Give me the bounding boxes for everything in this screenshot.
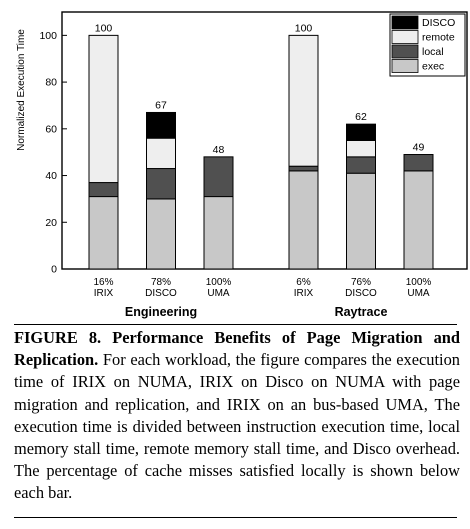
bar-config-label: IRIX [294, 288, 314, 299]
bar-config-label: DISCO [145, 288, 177, 299]
group-label: Raytrace [335, 305, 388, 319]
bar-segment-exec [288, 170, 319, 270]
y-tick-label: 40 [45, 170, 57, 182]
bar-segment-exec [346, 172, 376, 270]
caption-label: FIGURE 8. Performance Benefits of Page M… [14, 328, 460, 370]
y-tick-label: 0 [51, 264, 57, 276]
stacked-bar-chart: 0 20 40 60 80 100 Normalized Execution Time 1… [16, 11, 468, 319]
bar-config-label: UMA [407, 288, 430, 299]
caption-bottom-rule [14, 517, 457, 518]
bar-total-label: 100 [95, 22, 113, 34]
y-tick-label: 60 [45, 123, 57, 135]
bar-segment-remote [88, 34, 119, 184]
bar-segment-local [288, 165, 319, 172]
legend-swatch-disco [391, 15, 419, 30]
bar-percent-label: 6% [296, 277, 311, 288]
bar-total-label: 49 [413, 142, 425, 154]
bar-percent-label: 16% [93, 277, 113, 288]
y-axis: 0 20 40 60 80 100 [39, 30, 67, 276]
bar-config-label: DISCO [345, 288, 377, 299]
bar-segment-local [146, 168, 176, 200]
bar-segment-exec [203, 196, 234, 270]
y-tick-label: 80 [45, 77, 57, 89]
bar-segment-disco [146, 111, 176, 139]
bar-segment-exec [403, 170, 434, 270]
plot-area [61, 11, 468, 270]
legend-label-exec: exec [422, 61, 444, 73]
legend-label-disco: DISCO [422, 17, 455, 29]
y-axis-label: Normalized Execution Time [16, 29, 27, 151]
bar-total-label: 48 [213, 144, 225, 156]
bar-segment-remote [146, 137, 176, 170]
bar-total-label: 62 [355, 111, 367, 123]
bar-percent-label: 78% [151, 277, 171, 288]
caption-text: For each workload, the figure compares t… [14, 350, 460, 503]
bar-segment-remote [346, 140, 376, 158]
bar-percent-label: 100% [206, 277, 232, 288]
bar-segment-exec [88, 196, 119, 270]
bar-segment-local [346, 156, 376, 174]
bar-total-label: 100 [295, 22, 313, 34]
legend-label-remote: remote [422, 32, 455, 44]
legend-swatch-local [391, 44, 419, 59]
y-tick-label: 20 [45, 217, 57, 229]
figure-caption: FIGURE 8. Performance Benefits of Page M… [14, 327, 460, 505]
bar-config-label: IRIX [94, 288, 114, 299]
legend-swatch-exec [391, 59, 419, 73]
legend: DISCO remote local exec [389, 13, 466, 77]
bars: 100 67 48 100 62 49 [88, 22, 434, 270]
bar-total-label: 67 [155, 99, 167, 111]
bar-segment-exec [146, 198, 176, 270]
bar-percent-label: 76% [351, 277, 371, 288]
y-tick-label: 100 [39, 30, 57, 42]
bar-segment-local [203, 156, 234, 198]
bar-segment-local [88, 182, 119, 198]
bar-config-label: UMA [207, 288, 230, 299]
bar-segment-disco [346, 123, 376, 141]
bar-percent-label: 100% [406, 277, 432, 288]
x-axis-labels: 16%IRIX78%DISCO100%UMAEngineering6%IRIX7… [93, 277, 431, 319]
group-label: Engineering [125, 305, 197, 319]
legend-swatch-remote [391, 30, 419, 44]
bar-segment-remote [288, 34, 319, 167]
bar-segment-local [403, 154, 434, 172]
legend-label-local: local [422, 46, 444, 58]
caption-top-rule [14, 324, 457, 325]
